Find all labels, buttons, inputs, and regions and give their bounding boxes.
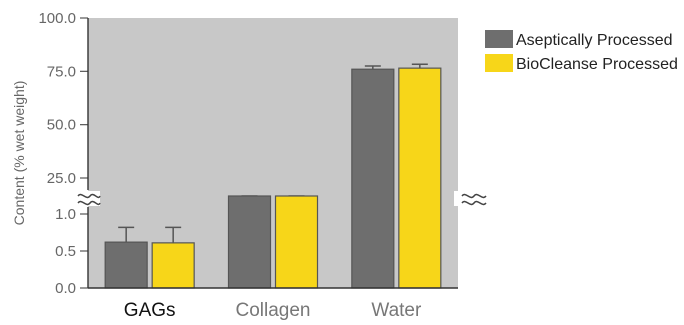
axis-break-mark-bottom	[77, 200, 101, 206]
bar	[351, 68, 395, 289]
plot-background	[88, 18, 458, 288]
legend-swatch	[485, 30, 513, 48]
bar	[104, 241, 148, 289]
right-break-mark-bottom	[461, 200, 487, 206]
y-tick-label: 0.5	[55, 243, 76, 260]
y-tick-label: 50.0	[47, 117, 76, 134]
y-tick-label: 75.0	[47, 63, 76, 80]
legend: Aseptically Processed BioCleanse Processe…	[485, 30, 678, 73]
legend-label: Aseptically Processed	[516, 32, 673, 49]
bar	[227, 195, 272, 289]
legend-swatch	[485, 54, 513, 72]
axis-break-mark-top	[77, 193, 101, 199]
bar	[398, 67, 442, 289]
y-tick-label: 25.0	[47, 170, 76, 187]
y-tick-label: 1.0	[55, 206, 76, 223]
bar	[151, 242, 195, 289]
y-axis-title: Content (% wet weight)	[11, 81, 27, 226]
x-category-label: Collagen	[236, 300, 311, 321]
bars-layer	[104, 63, 442, 289]
axis-layer	[76, 18, 488, 289]
bar	[274, 195, 319, 289]
y-ticks-layer: 0.0 0.5 1.0 25.0 50.0 75.0 100.0	[38, 10, 88, 297]
y-tick-label: 100.0	[38, 10, 76, 27]
x-category-label: GAGs	[124, 300, 176, 321]
x-category-label: Water	[371, 300, 422, 321]
right-break-mark-top	[461, 193, 487, 199]
legend-label: BioCleanse Processed	[516, 56, 678, 73]
y-tick-label: 0.0	[55, 280, 76, 297]
category-labels: GAGs Collagen Water	[124, 300, 422, 321]
